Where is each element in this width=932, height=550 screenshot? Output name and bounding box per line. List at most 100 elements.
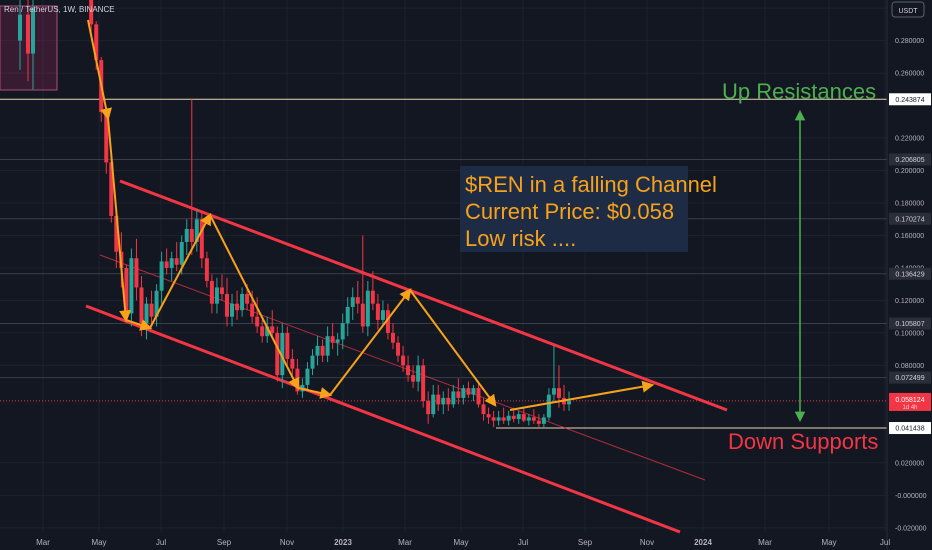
current-price-label: 0.058124 [895, 397, 924, 404]
candle-body [240, 293, 245, 311]
time-tick-label: Nov [280, 538, 294, 547]
zigzag-segment [107, 117, 132, 323]
currency-button[interactable]: USDT [891, 1, 925, 18]
candle-body [104, 112, 109, 163]
down-supports-label: Down Supports [728, 429, 878, 454]
price-level-tag [889, 153, 931, 166]
channel-lower-line [85, 304, 681, 534]
price-tick-label: -0.000000 [895, 493, 927, 500]
candle-body [340, 323, 345, 340]
info-line-2: Current Price: $0.058 [465, 199, 674, 224]
candle-body [360, 303, 365, 327]
candle-body [567, 401, 572, 405]
info-line-1: $REN in a falling Channel [465, 172, 717, 197]
price-tick-label: 0.280000 [895, 38, 924, 45]
candle-body [199, 219, 204, 259]
zigzag-segment [125, 319, 153, 331]
channel-mid-line [99, 254, 706, 481]
candle-body [496, 417, 501, 421]
time-tick-label: Jul [518, 538, 528, 547]
price-level-label: 0.170274 [895, 216, 924, 223]
candle-body [209, 280, 214, 304]
time-tick-label: Mar [36, 538, 50, 547]
price-tick-label: 0.220000 [895, 136, 924, 143]
candle-body [441, 397, 446, 405]
price-level-label: 0.105807 [895, 321, 924, 328]
candle-body [305, 368, 310, 385]
candle-body [411, 375, 416, 382]
candle-body [94, 24, 99, 61]
zigzag-segment [149, 212, 212, 329]
candle-body [335, 339, 340, 343]
candle-body [124, 267, 129, 314]
info-box[interactable] [460, 166, 688, 252]
time-tick-label: Nov [640, 538, 654, 547]
candle-body [531, 417, 536, 421]
candle-body [159, 261, 164, 291]
price-tick-label: 0.160000 [895, 233, 924, 240]
candle-body [129, 258, 134, 314]
candle-body [385, 310, 390, 333]
candle-body [325, 336, 330, 356]
candle-body [204, 258, 209, 281]
candle-body [491, 417, 496, 421]
price-tick-label: 0.100000 [895, 330, 924, 337]
candle-body [219, 287, 224, 294]
candle-body [396, 342, 401, 356]
time-tick-label: 2023 [334, 538, 352, 547]
candles [18, 0, 572, 428]
candle-body [355, 297, 360, 304]
falling-channel[interactable] [85, 179, 728, 534]
time-axis-ticks: Mar May Jul Sep Nov 2023 Mar May Jul Sep Nov 2024 Ma… [36, 538, 890, 547]
candle-body [139, 287, 144, 324]
price-tick-label: -0.020000 [895, 525, 927, 532]
price-level-tag [889, 371, 931, 384]
currency-button-frame[interactable] [891, 1, 925, 18]
time-tick-label: May [453, 538, 468, 547]
candle-body [245, 293, 250, 304]
candle-body [390, 332, 395, 343]
candle-body [224, 293, 229, 317]
time-tick-label: Mar [398, 538, 412, 547]
candle-body [426, 401, 431, 415]
price-tick-label: 0.180000 [895, 201, 924, 208]
candle-body [541, 417, 546, 424]
price-tick-label: 0.080000 [895, 363, 924, 370]
candle-body [501, 417, 506, 421]
candle-body [431, 394, 436, 415]
candle-body [280, 332, 285, 376]
candle-body [184, 228, 189, 242]
candle-body [556, 388, 561, 398]
price-level-lines [0, 98, 887, 429]
candle-body [270, 326, 275, 333]
candle-body [230, 303, 235, 317]
candle-body [164, 261, 169, 268]
candle-body [551, 388, 556, 395]
price-tick-label: 0.260000 [895, 71, 924, 78]
zigzag-segment [509, 380, 655, 411]
candle-body [250, 303, 255, 317]
candle-body [275, 332, 280, 376]
candle-body [406, 365, 411, 376]
candle-body [526, 417, 531, 421]
candle-body [31, 8, 35, 54]
candle-body [456, 391, 461, 398]
zigzag-arrows[interactable] [87, 19, 655, 411]
candle-body [255, 316, 260, 327]
candle-body [154, 290, 159, 317]
candle-body [446, 397, 451, 405]
zigzag-segment [209, 214, 300, 391]
price-tick-label: 0.200000 [895, 168, 924, 175]
price-level-label: 0.136429 [895, 271, 924, 278]
currency-button-label[interactable]: USDT [898, 8, 918, 15]
price-level-tag [889, 267, 931, 280]
zigzag-segment [87, 19, 112, 121]
countdown-label: 1d 4h [902, 405, 917, 411]
time-tick-label: Jul [156, 538, 166, 547]
candle-body [320, 345, 325, 356]
candle-body [416, 365, 421, 382]
info-line-3: Low risk .... [465, 226, 576, 251]
time-tick-label: Mar [758, 538, 772, 547]
